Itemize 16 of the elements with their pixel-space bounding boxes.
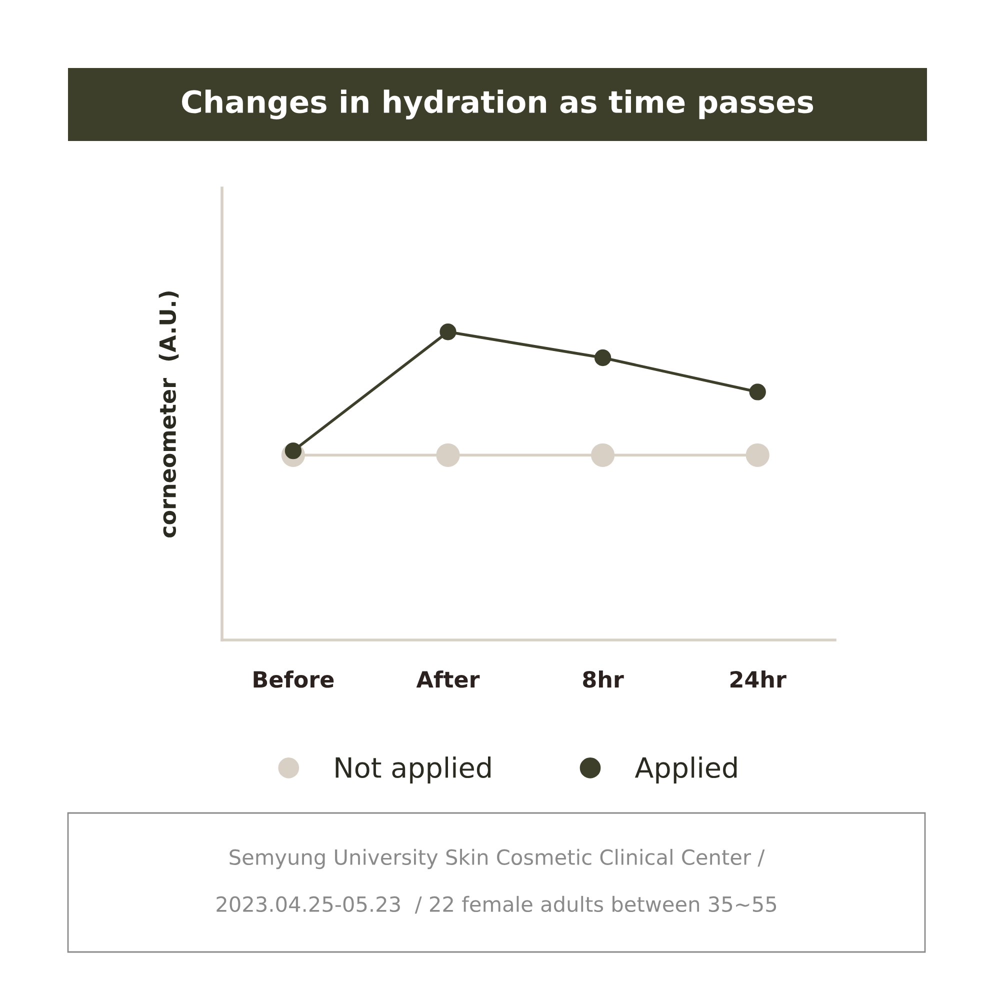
point <box>746 443 770 467</box>
y-axis-title: corneometer (A.U.) <box>158 292 179 538</box>
x-tick-label: After <box>416 670 480 688</box>
x-tick-label: 8hr <box>583 670 624 688</box>
legend-label: Applied <box>634 756 737 784</box>
point <box>436 443 460 467</box>
legend-label: Not applied <box>336 756 491 784</box>
point <box>749 384 766 400</box>
text: Semyung University Skin Cosmetic Clinical Center / <box>230 848 765 870</box>
point <box>590 443 615 467</box>
text: 2023.04.25-05.23 / 22 female adults between 35~55 <box>216 896 776 914</box>
point <box>440 324 456 340</box>
chart-title: Changes in hydration as time passes <box>182 90 814 120</box>
x-tick-label: Before <box>254 670 334 688</box>
point <box>594 349 612 366</box>
x-tick-label: 24hr <box>730 670 786 688</box>
